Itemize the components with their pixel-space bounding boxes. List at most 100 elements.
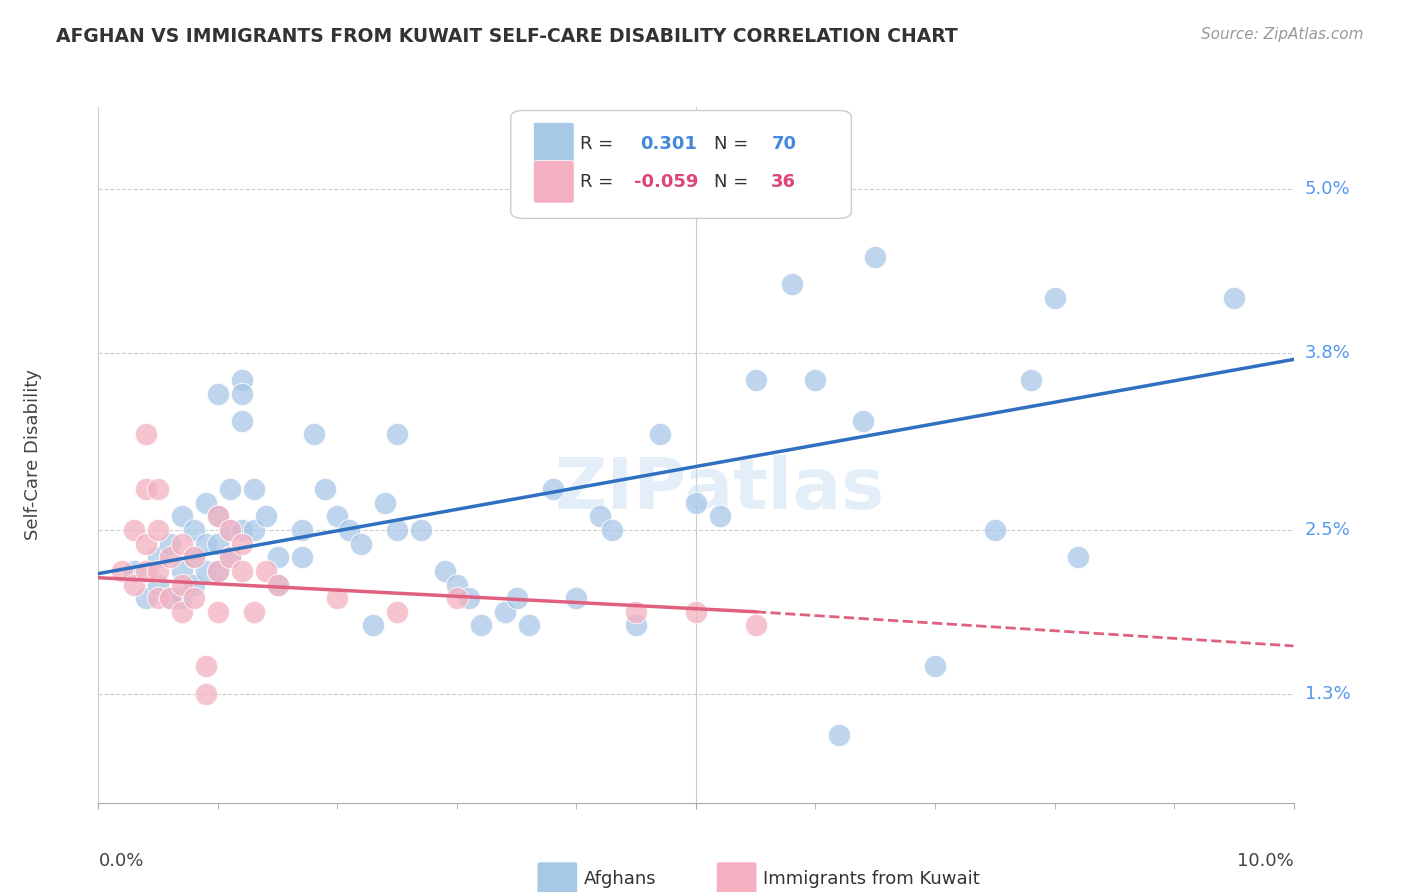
Point [148,577,170,591]
Point [231,386,253,401]
Point [172,591,194,606]
Point [219,482,242,496]
Text: 3.8%: 3.8% [1305,343,1350,361]
Point [1222,291,1246,305]
Text: 2.5%: 2.5% [1305,521,1351,539]
Point [135,564,157,578]
Text: R =: R = [581,173,613,191]
FancyBboxPatch shape [537,862,578,892]
Point [780,277,803,292]
Text: Self-Care Disability: Self-Care Disability [24,369,42,541]
Point [194,564,218,578]
Point [863,250,886,264]
Point [183,591,205,606]
Point [267,577,290,591]
FancyBboxPatch shape [533,122,574,165]
Point [290,550,312,565]
Text: AFGHAN VS IMMIGRANTS FROM KUWAIT SELF-CARE DISABILITY CORRELATION CHART: AFGHAN VS IMMIGRANTS FROM KUWAIT SELF-CA… [56,27,957,45]
Point [385,605,409,619]
Point [924,659,946,673]
Text: 10.0%: 10.0% [1237,852,1294,870]
Point [207,564,229,578]
Point [541,482,564,496]
Point [194,496,218,510]
Point [302,427,325,442]
Point [207,564,229,578]
Point [243,482,266,496]
Text: R =: R = [581,135,613,153]
Point [172,577,194,591]
Point [983,523,1005,537]
Point [685,496,707,510]
Point [648,427,672,442]
Point [517,618,540,632]
Point [804,373,827,387]
Point [148,550,170,565]
Text: Source: ZipAtlas.com: Source: ZipAtlas.com [1201,27,1364,42]
Point [159,536,181,550]
Point [231,523,253,537]
Point [219,523,242,537]
Point [339,523,360,537]
Point [1067,550,1090,565]
Point [124,523,146,537]
Point [470,618,492,632]
Point [159,550,181,565]
Point [183,523,205,537]
Point [219,550,242,565]
Point [267,577,290,591]
Point [135,591,157,606]
Point [231,414,253,428]
Point [267,550,290,565]
Text: 70: 70 [772,135,796,153]
Point [124,577,146,591]
Point [565,591,588,606]
Point [148,591,170,606]
Point [624,618,647,632]
Point [135,427,157,442]
Point [326,591,349,606]
Point [194,536,218,550]
Point [194,687,218,701]
Point [254,564,277,578]
Text: Immigrants from Kuwait: Immigrants from Kuwait [763,870,980,888]
Point [374,496,396,510]
Point [385,427,409,442]
Point [624,605,647,619]
Point [290,523,312,537]
Point [219,523,242,537]
Point [207,386,229,401]
Point [231,373,253,387]
Point [194,659,218,673]
Point [446,577,468,591]
Point [828,728,851,742]
Point [589,509,612,524]
Point [745,618,768,632]
Point [219,550,242,565]
Point [183,550,205,565]
Point [254,509,277,524]
Point [159,591,181,606]
Point [314,482,337,496]
Text: 1.3%: 1.3% [1305,685,1350,703]
Text: N =: N = [714,173,748,191]
Point [172,564,194,578]
Text: -0.059: -0.059 [634,173,699,191]
Point [852,414,875,428]
Text: ZIPatlas: ZIPatlas [555,455,884,524]
Point [494,605,516,619]
Point [709,509,731,524]
Point [124,564,146,578]
Point [433,564,456,578]
Point [172,536,194,550]
Point [600,523,623,537]
Point [243,523,266,537]
Text: N =: N = [714,135,748,153]
Point [411,523,433,537]
Point [159,591,181,606]
Text: 36: 36 [772,173,796,191]
Point [207,509,229,524]
Point [231,536,253,550]
Point [350,536,373,550]
FancyBboxPatch shape [510,111,851,219]
